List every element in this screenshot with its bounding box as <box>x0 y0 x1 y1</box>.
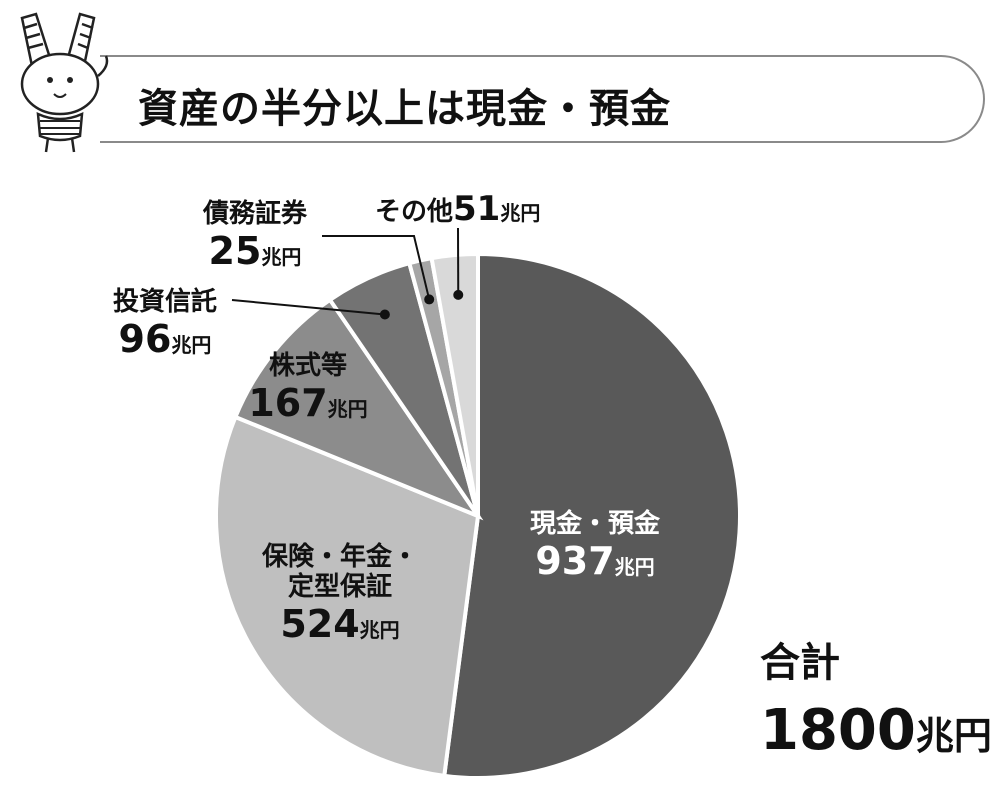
label-other-name: その他 <box>375 197 454 227</box>
label-trusts-name: 投資信託 <box>112 287 217 317</box>
label-other-value: 51 <box>453 189 501 229</box>
label-cash-value: 937 <box>535 538 615 583</box>
leader-dot-trusts <box>379 309 390 320</box>
pie-slice-stocks <box>232 297 484 521</box>
page-title: 資産の半分以上は現金・預金 <box>138 86 671 132</box>
total-summary: 合計 1800兆円 <box>760 630 992 763</box>
leader-dot-other <box>453 289 464 300</box>
label-cash: 現金・預金 937兆円 <box>520 509 670 584</box>
label-bonds-name: 債務証券 <box>202 199 307 229</box>
pie-slice-cash <box>442 251 742 780</box>
label-stocks-value: 167 <box>248 380 328 425</box>
leader-line-trusts <box>231 299 385 316</box>
title-banner <box>100 55 985 143</box>
label-trusts-value: 96 <box>118 316 172 361</box>
pie-slice-other <box>429 251 480 517</box>
label-stocks: 株式等 167兆円 <box>238 351 378 426</box>
label-stocks-name: 株式等 <box>268 351 347 381</box>
label-insurance-name-2: 定型保証 <box>287 571 392 602</box>
label-other: その他51兆円 <box>375 189 541 229</box>
total-label: 合計 <box>760 640 840 686</box>
total-value: 1800 <box>760 698 916 763</box>
label-cash-name: 現金・預金 <box>529 509 660 539</box>
label-insurance-value: 524 <box>280 601 360 646</box>
leader-dot-bonds <box>424 294 435 305</box>
total-unit: 兆円 <box>915 714 992 758</box>
leader-line-bonds <box>322 235 431 300</box>
label-insurance-name-1: 保険・年金・ <box>261 542 418 572</box>
label-bonds-value: 25 <box>208 228 262 273</box>
label-trusts: 投資信託 96兆円 <box>95 287 235 362</box>
pie-slice-insurance <box>214 414 481 779</box>
rabbit-mascot-icon <box>20 12 109 153</box>
label-bonds: 債務証券 25兆円 <box>185 199 325 274</box>
label-insurance: 保険・年金・ 定型保証 524兆円 <box>255 542 425 646</box>
